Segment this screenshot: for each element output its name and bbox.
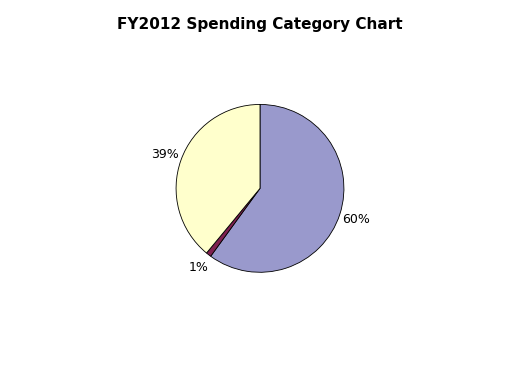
Wedge shape	[206, 188, 260, 256]
Wedge shape	[211, 104, 344, 272]
Title: FY2012 Spending Category Chart: FY2012 Spending Category Chart	[117, 17, 403, 32]
Text: 60%: 60%	[342, 213, 370, 226]
Text: 39%: 39%	[151, 148, 179, 161]
Wedge shape	[176, 104, 260, 253]
Text: 1%: 1%	[188, 261, 208, 275]
